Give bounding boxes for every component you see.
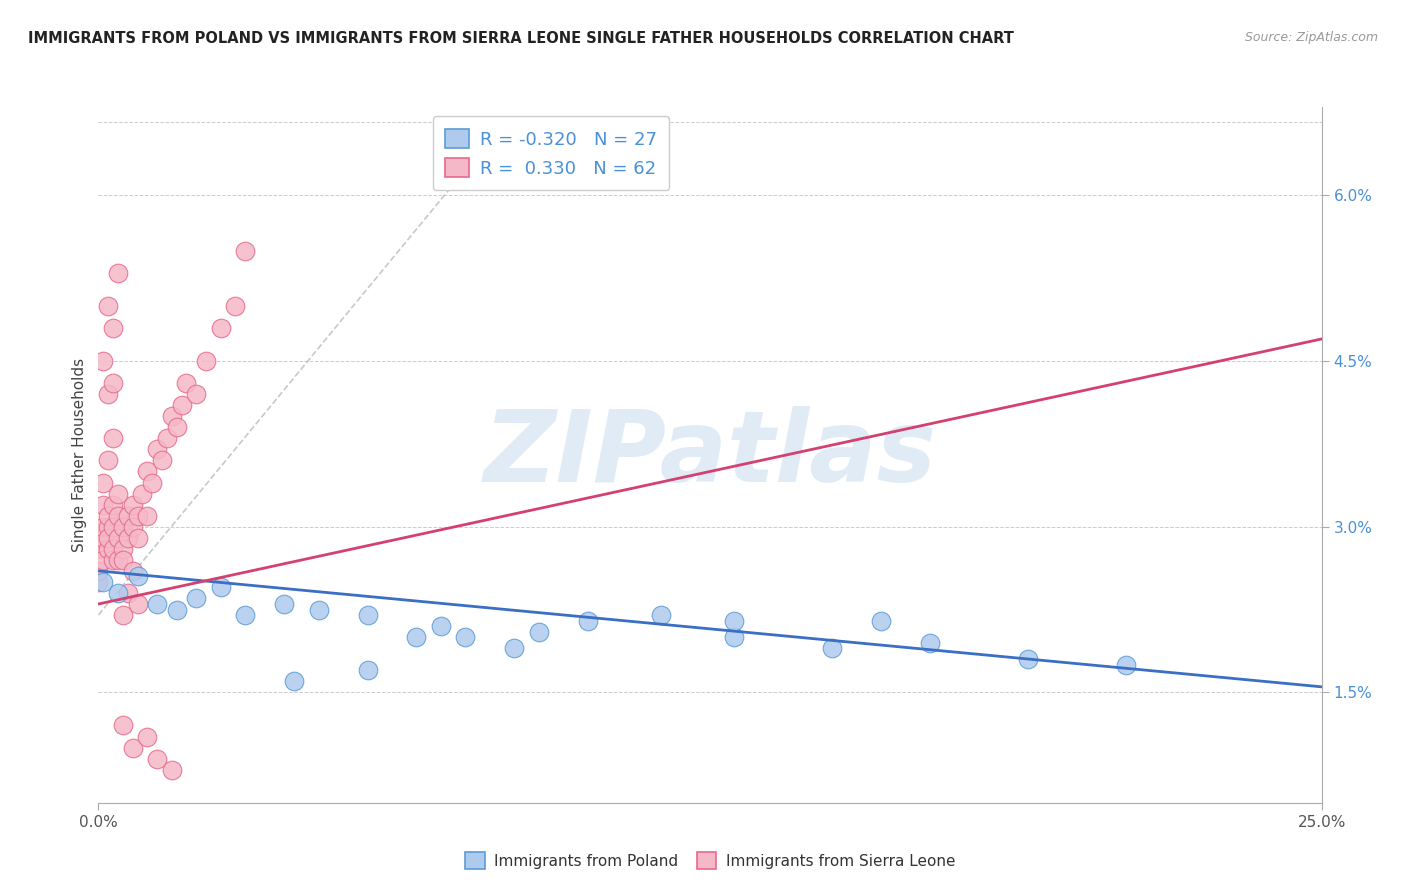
Point bbox=[101, 519, 124, 533]
Point bbox=[101, 376, 124, 391]
Point bbox=[91, 531, 114, 545]
Point bbox=[650, 608, 672, 623]
Point bbox=[101, 541, 124, 556]
Point bbox=[136, 730, 159, 744]
Point bbox=[150, 453, 173, 467]
Point bbox=[127, 569, 149, 583]
Point bbox=[723, 614, 745, 628]
Point bbox=[121, 519, 143, 533]
Point bbox=[87, 541, 110, 556]
Text: ZIPatlas: ZIPatlas bbox=[484, 407, 936, 503]
Point bbox=[186, 387, 208, 401]
Point bbox=[111, 718, 134, 732]
Point bbox=[121, 498, 143, 512]
Point bbox=[146, 442, 169, 457]
Point bbox=[111, 553, 134, 567]
Point bbox=[131, 486, 153, 500]
Point bbox=[111, 541, 134, 556]
Point bbox=[107, 531, 129, 545]
Point bbox=[111, 608, 134, 623]
Point bbox=[101, 553, 124, 567]
Point bbox=[870, 614, 893, 628]
Point bbox=[1017, 652, 1039, 666]
Point bbox=[87, 564, 110, 578]
Point bbox=[1115, 657, 1137, 672]
Point bbox=[107, 508, 129, 523]
Point bbox=[146, 597, 169, 611]
Point bbox=[87, 574, 110, 589]
Point bbox=[121, 564, 143, 578]
Point bbox=[503, 641, 526, 656]
Text: Source: ZipAtlas.com: Source: ZipAtlas.com bbox=[1244, 31, 1378, 45]
Point bbox=[723, 630, 745, 644]
Point bbox=[97, 299, 120, 313]
Point bbox=[166, 420, 188, 434]
Point bbox=[101, 498, 124, 512]
Point bbox=[121, 740, 143, 755]
Point bbox=[127, 531, 149, 545]
Point bbox=[127, 508, 149, 523]
Point bbox=[430, 619, 453, 633]
Legend: Immigrants from Poland, Immigrants from Sierra Leone: Immigrants from Poland, Immigrants from … bbox=[458, 847, 962, 875]
Point bbox=[107, 266, 129, 280]
Point bbox=[101, 431, 124, 445]
Point bbox=[146, 751, 169, 765]
Point bbox=[91, 498, 114, 512]
Point bbox=[454, 630, 477, 644]
Point bbox=[91, 574, 114, 589]
Point bbox=[117, 531, 139, 545]
Point bbox=[136, 508, 159, 523]
Point bbox=[136, 465, 159, 479]
Point bbox=[97, 519, 120, 533]
Point bbox=[224, 299, 246, 313]
Point bbox=[101, 321, 124, 335]
Point bbox=[117, 508, 139, 523]
Point bbox=[97, 387, 120, 401]
Point bbox=[97, 541, 120, 556]
Point bbox=[176, 376, 198, 391]
Point bbox=[233, 608, 256, 623]
Point bbox=[356, 663, 378, 677]
Point bbox=[576, 614, 599, 628]
Point bbox=[160, 409, 183, 424]
Point bbox=[273, 597, 295, 611]
Point bbox=[405, 630, 427, 644]
Y-axis label: Single Father Households: Single Father Households bbox=[72, 358, 87, 552]
Point bbox=[527, 624, 550, 639]
Point bbox=[170, 398, 193, 412]
Point bbox=[97, 508, 120, 523]
Point bbox=[107, 553, 129, 567]
Point bbox=[111, 519, 134, 533]
Point bbox=[97, 531, 120, 545]
Point bbox=[91, 354, 114, 368]
Point bbox=[283, 674, 305, 689]
Point bbox=[107, 486, 129, 500]
Point bbox=[233, 244, 256, 258]
Point bbox=[186, 591, 208, 606]
Point bbox=[141, 475, 163, 490]
Point bbox=[117, 586, 139, 600]
Point bbox=[356, 608, 378, 623]
Point bbox=[821, 641, 844, 656]
Point bbox=[195, 354, 218, 368]
Point bbox=[91, 475, 114, 490]
Point bbox=[91, 519, 114, 533]
Point bbox=[91, 553, 114, 567]
Point bbox=[166, 602, 188, 616]
Point bbox=[209, 581, 232, 595]
Point bbox=[308, 602, 330, 616]
Point bbox=[97, 453, 120, 467]
Point bbox=[156, 431, 179, 445]
Point bbox=[127, 597, 149, 611]
Point bbox=[209, 321, 232, 335]
Point bbox=[107, 586, 129, 600]
Point bbox=[920, 635, 942, 649]
Point bbox=[160, 763, 183, 777]
Text: IMMIGRANTS FROM POLAND VS IMMIGRANTS FROM SIERRA LEONE SINGLE FATHER HOUSEHOLDS : IMMIGRANTS FROM POLAND VS IMMIGRANTS FRO… bbox=[28, 31, 1014, 46]
